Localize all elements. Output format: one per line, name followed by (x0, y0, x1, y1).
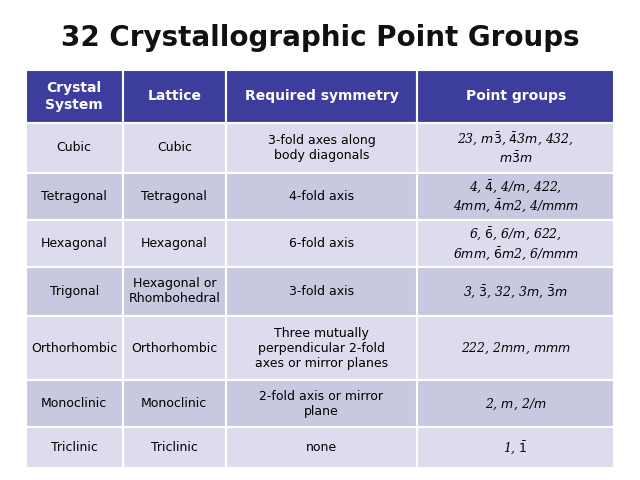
Bar (26, 173, 123, 220)
Bar (417, 70, 614, 123)
Text: 3-fold axes along
body diagonals: 3-fold axes along body diagonals (268, 134, 375, 162)
Text: 2-fold axis or mirror
plane: 2-fold axis or mirror plane (259, 390, 383, 418)
Text: Three mutually
perpendicular 2-fold
axes or mirror planes: Three mutually perpendicular 2-fold axes… (255, 326, 388, 370)
Bar (123, 316, 226, 380)
Text: Hexagonal or
Rhombohedral: Hexagonal or Rhombohedral (129, 277, 220, 305)
Bar (417, 316, 614, 380)
Text: 32 Crystallographic Point Groups: 32 Crystallographic Point Groups (61, 24, 579, 52)
Text: 222, 2$mm$, $mmm$: 222, 2$mm$, $mmm$ (461, 340, 571, 356)
Text: 6, $\bar{6}$, 6/$m$, 622,
6$mm$, $\bar{6}m$2, 6/$mmm$: 6, $\bar{6}$, 6/$m$, 622, 6$mm$, $\bar{6… (452, 225, 579, 262)
Text: Lattice: Lattice (147, 89, 201, 104)
Bar (226, 123, 417, 173)
Bar (123, 123, 226, 173)
Text: Hexagonal: Hexagonal (41, 237, 108, 250)
Text: Crystal
System: Crystal System (45, 82, 103, 111)
Text: 1, $\bar{1}$: 1, $\bar{1}$ (504, 439, 528, 456)
Bar (226, 220, 417, 267)
Bar (123, 427, 226, 468)
Text: Hexagonal: Hexagonal (141, 237, 207, 250)
Bar (417, 173, 614, 220)
Bar (226, 173, 417, 220)
Text: Required symmetry: Required symmetry (244, 89, 398, 104)
Text: Cubic: Cubic (157, 142, 192, 155)
Bar (417, 427, 614, 468)
Bar (417, 267, 614, 316)
Text: Cubic: Cubic (57, 142, 92, 155)
Bar (26, 220, 123, 267)
Bar (226, 380, 417, 427)
Bar (417, 220, 614, 267)
Text: 6-fold axis: 6-fold axis (289, 237, 354, 250)
Bar (226, 316, 417, 380)
Text: Triclinic: Triclinic (51, 441, 98, 454)
Text: Monoclinic: Monoclinic (141, 397, 207, 410)
Bar (226, 70, 417, 123)
Bar (123, 380, 226, 427)
Bar (26, 267, 123, 316)
Text: 4, $\bar{4}$, 4/$m$, 422,
4$mm$, $\bar{4}m$2, 4/$mmm$: 4, $\bar{4}$, 4/$m$, 422, 4$mm$, $\bar{4… (452, 178, 579, 215)
Text: 2, $m$, 2/$m$: 2, $m$, 2/$m$ (485, 396, 547, 411)
Bar (226, 427, 417, 468)
Text: 3, $\bar{3}$, 32, 3$m$, $\bar{3}m$: 3, $\bar{3}$, 32, 3$m$, $\bar{3}m$ (463, 283, 568, 300)
Text: none: none (306, 441, 337, 454)
Text: Point groups: Point groups (466, 89, 566, 104)
Bar (26, 380, 123, 427)
Bar (26, 70, 614, 468)
Bar (26, 123, 123, 173)
Text: 3-fold axis: 3-fold axis (289, 285, 354, 298)
Text: Trigonal: Trigonal (49, 285, 99, 298)
Text: Monoclinic: Monoclinic (41, 397, 108, 410)
Bar (123, 70, 226, 123)
Bar (123, 220, 226, 267)
Bar (123, 267, 226, 316)
Text: Orthorhombic: Orthorhombic (31, 342, 117, 355)
Text: Tetragonal: Tetragonal (141, 190, 207, 203)
Text: Orthorhombic: Orthorhombic (131, 342, 218, 355)
Text: 23, $m\bar{3}$, $\bar{4}$3$m$, 432,
$m\bar{3}m$: 23, $m\bar{3}$, $\bar{4}$3$m$, 432, $m\b… (458, 131, 574, 166)
Text: 4-fold axis: 4-fold axis (289, 190, 354, 203)
Bar (26, 316, 123, 380)
Bar (26, 70, 123, 123)
Bar (417, 380, 614, 427)
Bar (26, 427, 123, 468)
Bar (417, 123, 614, 173)
Text: Triclinic: Triclinic (151, 441, 198, 454)
Bar (226, 267, 417, 316)
Bar (123, 173, 226, 220)
Text: Tetragonal: Tetragonal (41, 190, 107, 203)
